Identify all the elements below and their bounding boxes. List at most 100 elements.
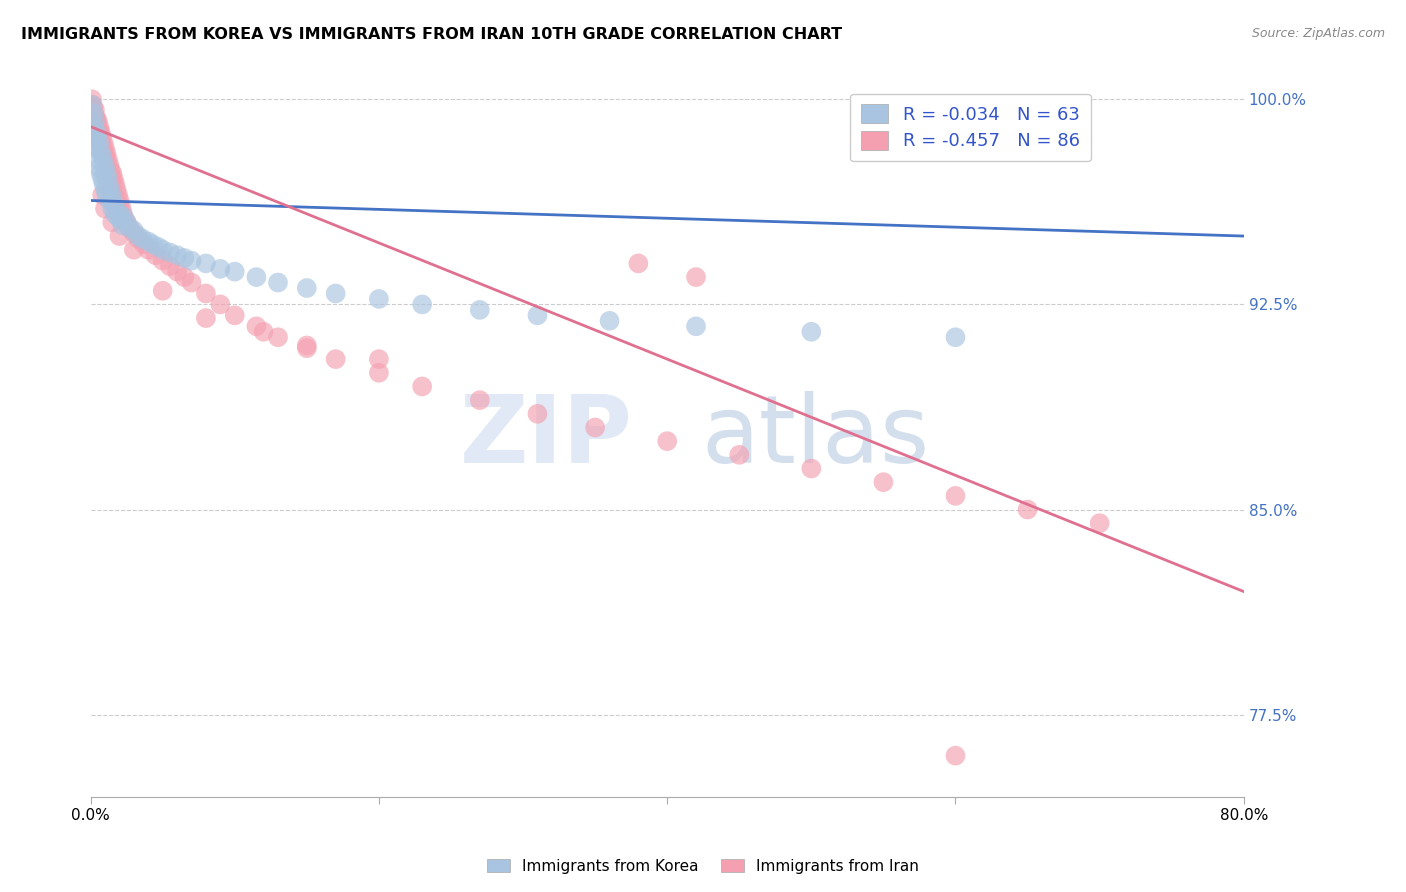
Point (131, 232, 153, 246)
Point (122, 243, 145, 257)
Point (90, 145, 112, 159)
Point (108, 229, 131, 244)
Point (105, 202, 128, 216)
Point (84, 114, 107, 128)
Point (110, 199, 132, 213)
Point (100, 163, 122, 178)
Point (90, 166, 112, 180)
Point (89, 130, 111, 145)
Point (80, 97, 103, 112)
Legend: Immigrants from Korea, Immigrants from Iran: Immigrants from Korea, Immigrants from I… (481, 853, 925, 880)
Point (91, 150, 114, 164)
Point (96, 188, 118, 202)
Point (411, 297, 433, 311)
Point (685, 270, 707, 285)
Point (112, 210, 135, 224)
Point (86, 125, 108, 139)
Point (82, 120, 104, 134)
Point (80, 92, 103, 106)
Point (152, 243, 174, 257)
Point (728, 448, 751, 462)
Point (103, 196, 125, 211)
Point (103, 171, 125, 186)
Point (295, 338, 318, 352)
Point (82, 106, 104, 120)
Point (118, 220, 141, 235)
Point (108, 207, 131, 221)
Point (267, 330, 290, 344)
Point (98, 179, 121, 194)
Point (526, 309, 548, 323)
Point (89, 120, 111, 134)
Point (945, 489, 967, 503)
Point (468, 302, 491, 317)
Point (94, 202, 117, 216)
Point (800, 325, 823, 339)
Point (100, 169, 122, 183)
Point (224, 264, 246, 278)
Point (194, 311, 217, 326)
Point (84, 114, 107, 128)
Point (84, 133, 107, 147)
Point (136, 243, 159, 257)
Point (84, 109, 107, 123)
Point (180, 276, 202, 290)
Point (209, 261, 232, 276)
Point (173, 270, 195, 285)
Point (91, 130, 114, 145)
Text: atlas: atlas (702, 391, 929, 483)
Point (112, 210, 135, 224)
Point (98, 194, 121, 208)
Point (468, 393, 491, 408)
Point (583, 420, 606, 434)
Point (245, 270, 267, 285)
Point (98, 158, 121, 172)
Point (101, 166, 124, 180)
Point (86, 117, 108, 131)
Point (108, 194, 131, 208)
Point (82, 101, 104, 115)
Point (94, 183, 117, 197)
Point (872, 475, 894, 490)
Point (159, 259, 181, 273)
Point (194, 256, 217, 270)
Point (245, 319, 267, 334)
Point (97, 153, 120, 167)
Point (166, 264, 188, 278)
Point (148, 240, 170, 254)
Point (94, 150, 117, 164)
Point (1088, 516, 1111, 531)
Legend: R = -0.034   N = 63, R = -0.457   N = 86: R = -0.034 N = 63, R = -0.457 N = 86 (851, 94, 1091, 161)
Point (97, 171, 120, 186)
Point (110, 212, 132, 227)
Point (367, 292, 389, 306)
Point (122, 227, 145, 241)
Point (945, 330, 967, 344)
Point (82, 112, 104, 126)
Point (80, 97, 103, 112)
Text: ZIP: ZIP (460, 391, 633, 483)
Point (91, 138, 114, 153)
Point (1017, 502, 1039, 516)
Point (127, 232, 149, 246)
Point (127, 229, 149, 244)
Point (194, 286, 217, 301)
Point (96, 155, 118, 169)
Point (111, 218, 134, 232)
Point (224, 309, 246, 323)
Point (627, 256, 650, 270)
Point (104, 207, 127, 221)
Point (142, 237, 165, 252)
Point (295, 281, 318, 295)
Point (89, 161, 111, 175)
Point (118, 220, 141, 235)
Point (101, 202, 124, 216)
Point (93, 145, 115, 159)
Point (91, 145, 114, 159)
Point (132, 237, 155, 252)
Point (91, 188, 114, 202)
Point (111, 204, 134, 219)
Point (97, 161, 120, 175)
Point (93, 177, 115, 191)
Point (267, 276, 290, 290)
